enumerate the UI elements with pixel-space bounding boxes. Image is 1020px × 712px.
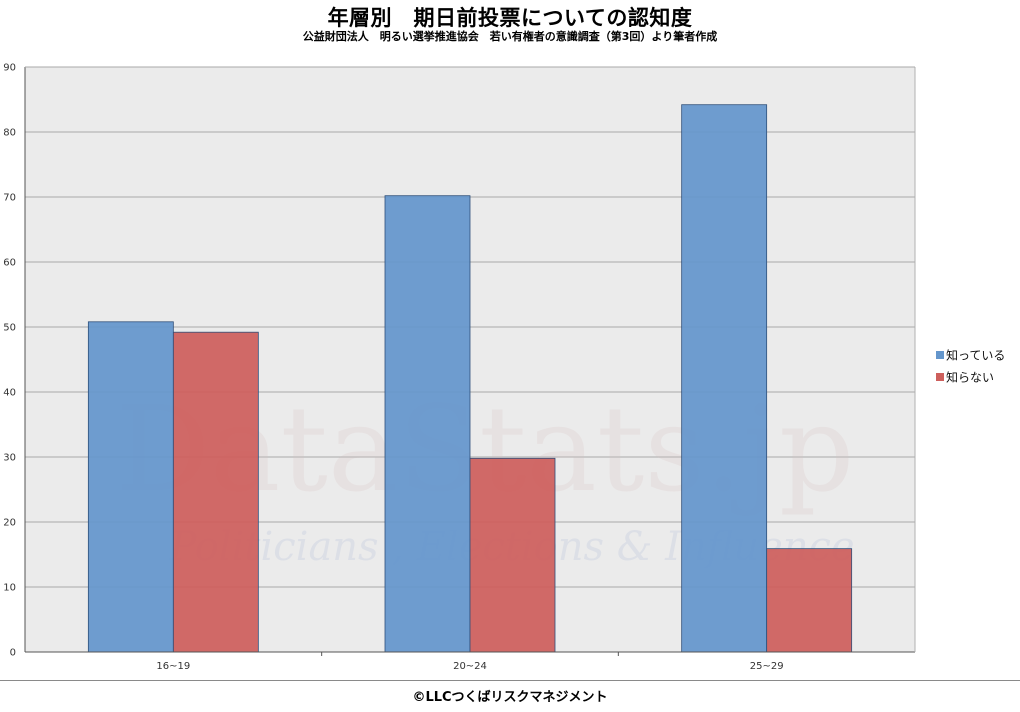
x-tick-labels: 16~19 20~24 25~29 xyxy=(156,661,783,672)
bar-known-1 xyxy=(384,195,471,653)
bar-unknown-1 xyxy=(469,457,556,653)
x-tick-label: 20~24 xyxy=(453,661,487,672)
x-tick-label: 25~29 xyxy=(750,661,784,672)
legend-swatch xyxy=(936,351,944,359)
y-tick-label: 0 xyxy=(10,648,16,659)
bar-unknown-0 xyxy=(172,331,259,653)
y-tick-labels: 0 10 20 30 40 50 60 70 80 90 xyxy=(3,63,16,659)
y-tick-label: 60 xyxy=(3,258,16,269)
chart-title: 年層別 期日前投票についての認知度 xyxy=(327,6,693,30)
y-tick-label: 80 xyxy=(3,128,16,139)
legend-label: 知らない xyxy=(946,371,994,385)
legend-swatch xyxy=(936,373,944,381)
y-tick-label: 30 xyxy=(3,453,16,464)
y-tick-label: 40 xyxy=(3,388,16,399)
footer-credit: ©LLCつくばリスクマネジメント xyxy=(412,690,608,705)
y-tick-label: 90 xyxy=(3,63,16,74)
axes xyxy=(24,66,916,656)
bar-chart: DataStats.jp Politicians , Elections & I… xyxy=(3,63,1005,673)
footer-divider xyxy=(0,680,1020,681)
bar-known-0 xyxy=(87,321,174,653)
x-tick-label: 16~19 xyxy=(156,661,190,672)
y-tick-label: 50 xyxy=(3,323,16,334)
y-tick-label: 70 xyxy=(3,193,16,204)
y-tick-label: 10 xyxy=(3,583,16,594)
legend-label: 知っている xyxy=(946,349,1005,363)
chart-subtitle: 公益財団法人 明るい選挙推進協会 若い有権者の意識調査（第3回）より筆者作成 xyxy=(302,30,718,43)
bar-unknown-2 xyxy=(766,548,853,653)
y-tick-label: 20 xyxy=(3,518,16,529)
bar-known-2 xyxy=(681,104,768,653)
bars xyxy=(87,104,853,653)
